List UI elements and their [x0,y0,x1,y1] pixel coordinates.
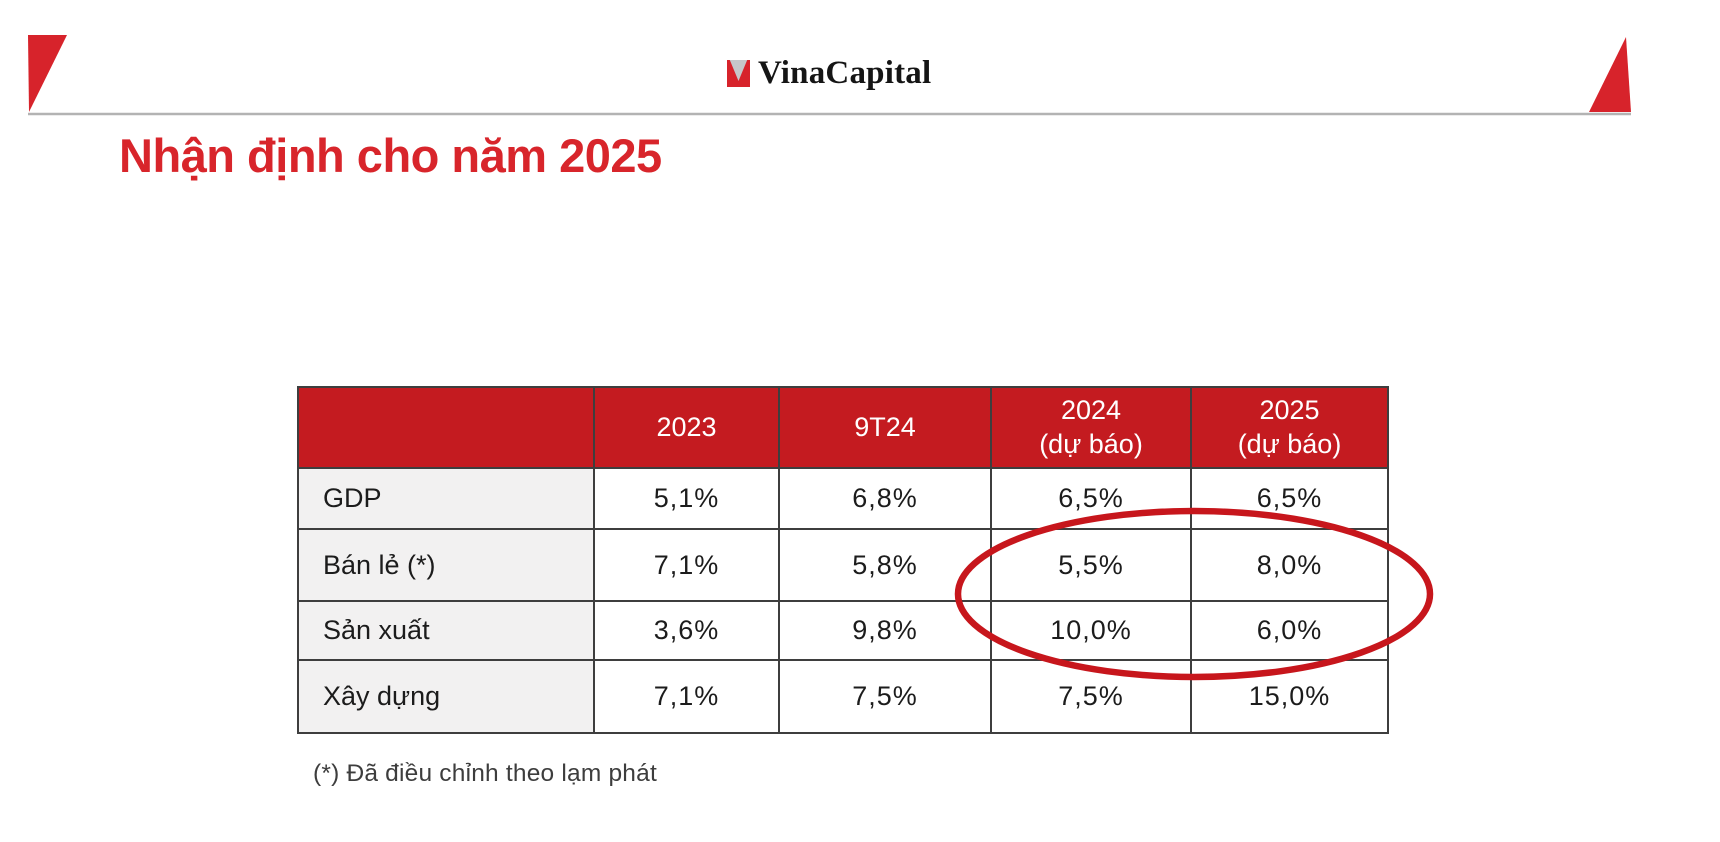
vinacapital-logo-icon [727,59,750,87]
row-label-manufacturing: Sản xuất [297,600,595,661]
cell-construction-2023: 7,1% [593,659,780,734]
header-cell-9t24: 9T24 [778,386,992,469]
table-row-retail: Bán lẻ (*) 7,1% 5,8% 5,5% 8,0% [297,528,1389,602]
row-label-construction: Xây dựng [297,659,595,734]
corner-triangle-left-icon [28,35,67,112]
cell-retail-9t24: 5,8% [778,528,992,602]
cell-manufacturing-2024: 10,0% [990,600,1192,661]
table-header-row: 2023 9T24 2024 (dự báo) 2025 (dự báo) [297,386,1389,469]
cell-gdp-9t24: 6,8% [778,467,992,530]
cell-manufacturing-9t24: 9,8% [778,600,992,661]
cell-construction-2025: 15,0% [1190,659,1389,734]
corner-triangle-right-icon [1589,37,1631,112]
header-cell-2023: 2023 [593,386,780,469]
table-row-construction: Xây dựng 7,1% 7,5% 7,5% 15,0% [297,659,1389,734]
logo-wordmark: VinaCapital [758,54,932,91]
row-label-gdp: GDP [297,467,595,530]
header-cell-2025-forecast: 2025 (dự báo) [1190,386,1389,469]
header-decoration [28,35,1631,116]
cell-manufacturing-2025: 6,0% [1190,600,1389,661]
cell-gdp-2024: 6,5% [990,467,1192,530]
page-title: Nhận định cho năm 2025 [119,129,662,182]
cell-retail-2024: 5,5% [990,528,1192,602]
table-row-manufacturing: Sản xuất 3,6% 9,8% 10,0% 6,0% [297,600,1389,661]
cell-construction-2024: 7,5% [990,659,1192,734]
cell-retail-2025: 8,0% [1190,528,1389,602]
cell-manufacturing-2023: 3,6% [593,600,780,661]
forecast-table: 2023 9T24 2024 (dự báo) 2025 (dự báo) GDP … [297,386,1389,734]
forecast-table-container: 2023 9T24 2024 (dự báo) 2025 (dự báo) GDP … [297,386,1389,734]
table-row-gdp: GDP 5,1% 6,8% 6,5% 6,5% [297,467,1389,530]
cell-gdp-2025: 6,5% [1190,467,1389,530]
header-cell-blank [297,386,595,469]
row-label-retail: Bán lẻ (*) [297,528,595,602]
cell-gdp-2023: 5,1% [593,467,780,530]
cell-construction-9t24: 7,5% [778,659,992,734]
header-cell-2024-forecast: 2024 (dự báo) [990,386,1192,469]
cell-retail-2023: 7,1% [593,528,780,602]
footnote: (*) Đã điều chỉnh theo lạm phát [313,760,657,787]
vinacapital-logo: VinaCapital [727,56,931,90]
